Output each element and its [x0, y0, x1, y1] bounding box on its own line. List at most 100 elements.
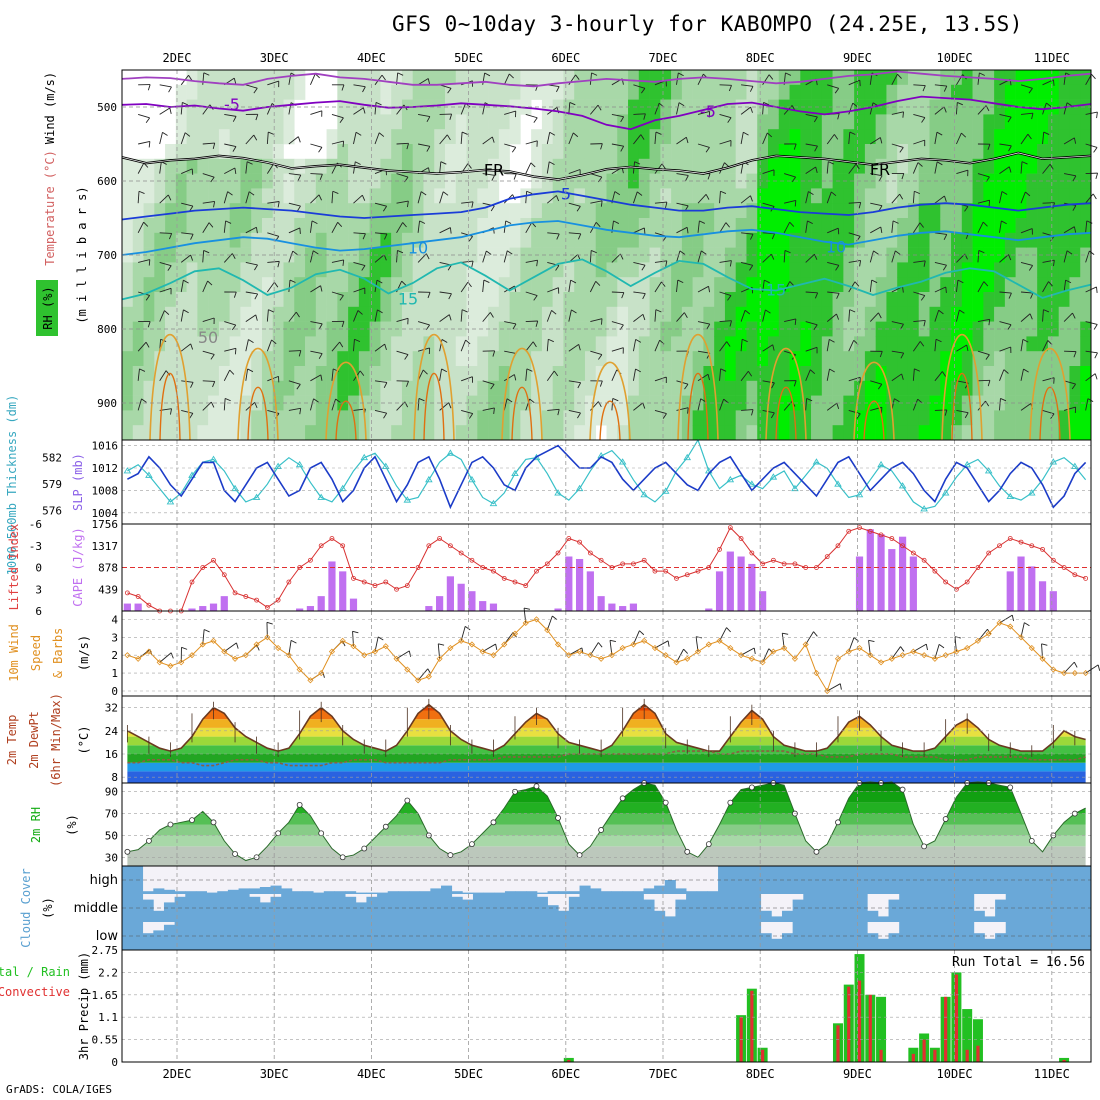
rh-cell [821, 84, 833, 100]
rh-cell [509, 380, 521, 396]
wind-barb [568, 132, 574, 145]
rh-cell [251, 277, 263, 293]
wind-speed-marker [953, 648, 960, 655]
rh-cell [283, 395, 295, 411]
cloud-low-bar [877, 938, 889, 950]
rh-cell [455, 114, 467, 130]
wind-barb-flag [1073, 226, 1077, 233]
cape-bar [296, 608, 304, 611]
rh-cell [272, 188, 284, 204]
wind-tick-label: 1 [111, 667, 118, 680]
rh-cell [509, 114, 521, 130]
cloud-low-bar [366, 922, 378, 950]
wind-barb-flag [938, 644, 945, 649]
wind-barb-flag [598, 642, 603, 648]
rh-cell [628, 380, 640, 396]
rh-cell [918, 277, 930, 293]
wind-barb-flag [511, 147, 517, 153]
rh-cell [821, 232, 833, 248]
rh-cell [778, 410, 790, 426]
wind-barb [181, 232, 194, 235]
wind-barb [697, 73, 704, 86]
rh-cell [660, 351, 672, 367]
rh-cell [552, 114, 564, 130]
cloud-high-bar [707, 891, 719, 894]
rh-cell [1004, 277, 1016, 293]
rh-cell [552, 336, 564, 352]
rh-cell [789, 380, 801, 396]
cloud-middle-bar [323, 894, 335, 922]
rh-cell [864, 144, 876, 160]
cloud-high-bar [877, 866, 889, 894]
wind-barb [568, 102, 571, 115]
rh-cell [800, 203, 812, 219]
lifted-index-marker [1018, 539, 1024, 545]
rh-cell [746, 262, 758, 278]
lifted-index-marker [555, 550, 561, 556]
rh-cell [218, 321, 230, 337]
rh-cell [272, 366, 284, 382]
isotherm-20-cell [237, 347, 279, 441]
wind-barb-flag [878, 175, 883, 182]
rh-cell [122, 218, 134, 234]
rh-cell [466, 158, 478, 174]
rh-cell [757, 84, 769, 100]
rh-cell [951, 114, 963, 130]
wind-barb [848, 132, 851, 145]
rh-cell [563, 336, 575, 352]
wind-barb-flag [985, 105, 990, 112]
wind-barb-flag [184, 132, 191, 137]
rh-cell [208, 203, 220, 219]
rh-cell [886, 277, 898, 293]
wind-barb-flag [168, 86, 172, 93]
rh-cell [854, 70, 866, 86]
date-label-top: 6DEC [551, 51, 580, 65]
rh-cell [789, 114, 801, 130]
rh-cell [337, 114, 349, 130]
rh-cell [606, 410, 618, 426]
rh-cell [638, 277, 650, 293]
rh-cell [326, 218, 338, 234]
rh-cell [951, 129, 963, 145]
rh-cell [595, 351, 607, 367]
rh-cell [315, 262, 327, 278]
cape-bar [425, 606, 433, 611]
wind-speed-marker [178, 659, 185, 666]
rh-cell [143, 173, 155, 189]
rh-cell [477, 262, 489, 278]
rh-cell [649, 410, 661, 426]
wind-speed-marker [1028, 644, 1035, 652]
wind-barb-flag [901, 173, 905, 180]
cloud-low-bar [206, 922, 218, 950]
rh-cell [638, 366, 650, 382]
wind-barb [568, 344, 579, 352]
rh-cell [681, 306, 693, 322]
wind-barb-flag [162, 131, 168, 136]
wind-barb [159, 107, 171, 115]
wind-barb [719, 84, 732, 86]
rh-cell [638, 321, 650, 337]
isotherm-20-cell [1029, 347, 1071, 441]
wind-barb-flag [420, 191, 427, 196]
wind-barb [417, 321, 430, 326]
rh-cell [972, 188, 984, 204]
rh-cell [951, 144, 963, 160]
rh-cell [165, 144, 177, 160]
wind-barb [783, 221, 791, 234]
rh-cell [175, 292, 187, 308]
cloud-high-bar [526, 891, 538, 894]
rh-cell [703, 218, 715, 234]
wind-speed-marker [748, 655, 755, 662]
wind-barb-flag [836, 313, 840, 320]
rh-cell [251, 129, 263, 145]
rh-cell [875, 292, 887, 308]
rh-cell [358, 306, 370, 322]
rh-cell [1015, 292, 1027, 308]
rh-cell [1080, 380, 1092, 396]
rh-cell [1080, 99, 1092, 115]
wind-barb-flag [464, 626, 471, 631]
cloud-high-bar [792, 866, 804, 894]
rh-cell [1004, 262, 1016, 278]
wind-barb-flag [339, 117, 344, 123]
rh-cell [175, 158, 187, 174]
